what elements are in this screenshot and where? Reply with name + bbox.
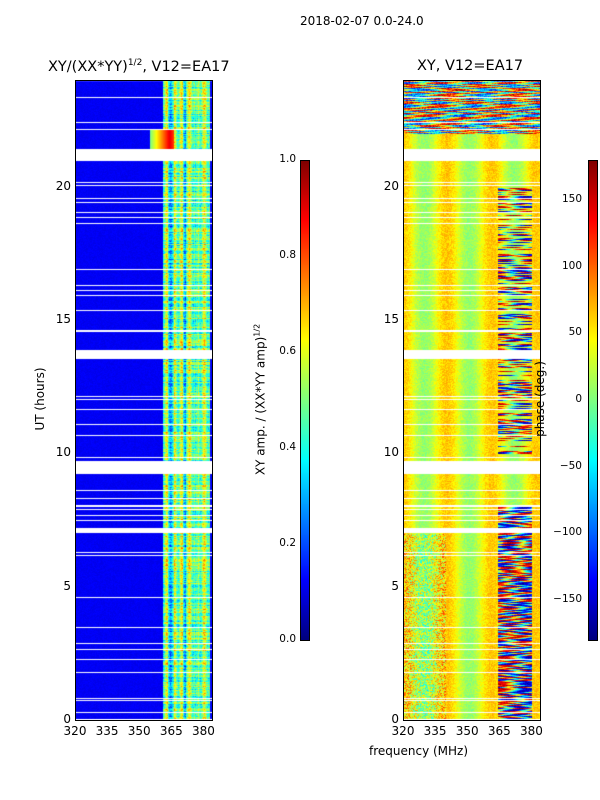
right-title: XY, V12=EA17	[417, 58, 524, 74]
x-axis-label: frequency (MHz)	[369, 744, 469, 758]
amplitude-colorbar-frame	[300, 160, 310, 641]
phase-colorbar-tick: 150	[561, 193, 582, 205]
phase-colorbar-tick: 0	[575, 393, 582, 405]
left-y-tick-label: 0	[63, 712, 71, 726]
left-x-tick-label: 350	[127, 724, 151, 738]
phase-colorbar-tick: 100	[561, 259, 582, 272]
left-x-tick-label: 320	[63, 724, 87, 738]
phase-colorbar-tick: −100	[553, 526, 582, 539]
right-y-tick-label: 5	[391, 578, 399, 593]
right-x-tick-label: 350	[455, 724, 479, 738]
phase-colorbar	[588, 160, 598, 640]
amplitude-colorbar-tick: 1.0	[279, 153, 296, 165]
right-axes-frame	[403, 80, 541, 721]
phase-colorbar-frame	[588, 160, 598, 641]
right-x-tick-label: 320	[391, 724, 415, 738]
phase-colorbar-label: phase (deg.)	[533, 361, 547, 437]
right-y-tick-label: 20	[383, 178, 399, 193]
left-y-tick-label: 15	[55, 312, 71, 326]
amplitude-colorbar-tick: 0.4	[279, 441, 296, 453]
left-x-tick-label: 365	[159, 724, 183, 738]
right-y-tick-label: 0	[391, 712, 399, 726]
left-y-tick-label: 5	[63, 578, 71, 593]
amplitude-colorbar-tick: 0.0	[279, 633, 296, 645]
y-axis-label: UT (hours)	[33, 367, 47, 431]
right-y-tick-label: 15	[383, 312, 399, 326]
right-x-tick-label: 335	[423, 724, 447, 738]
left-y-tick-label: 10	[55, 445, 71, 460]
left-title: XY/(XX*YY)1/2, V12=EA17	[48, 58, 230, 75]
left-x-tick-label: 380	[191, 724, 215, 738]
right-x-tick-label: 365	[487, 724, 511, 738]
phase-colorbar-tick: −50	[559, 459, 582, 472]
phase-heatmap	[403, 80, 540, 720]
amplitude-colorbar-label: XY amp. / (XX*YY amp)1/2	[252, 323, 268, 476]
left-x-tick-label: 335	[95, 724, 119, 738]
amplitude-colorbar-tick: 0.6	[279, 345, 296, 357]
amplitude-heatmap	[75, 80, 212, 720]
phase-colorbar-tick: −150	[553, 593, 582, 605]
phase-colorbar-tick: 50	[568, 326, 582, 339]
right-y-tick-label: 10	[383, 445, 399, 460]
left-y-tick-label: 20	[55, 178, 71, 193]
left-axes-frame	[75, 80, 213, 721]
amplitude-colorbar-tick: 0.8	[279, 249, 296, 261]
right-x-tick-label: 380	[519, 724, 543, 738]
amplitude-colorbar	[300, 160, 310, 640]
amplitude-colorbar-tick: 0.2	[279, 537, 296, 549]
suptitle: 2018-02-07 0.0-24.0	[300, 14, 424, 28]
